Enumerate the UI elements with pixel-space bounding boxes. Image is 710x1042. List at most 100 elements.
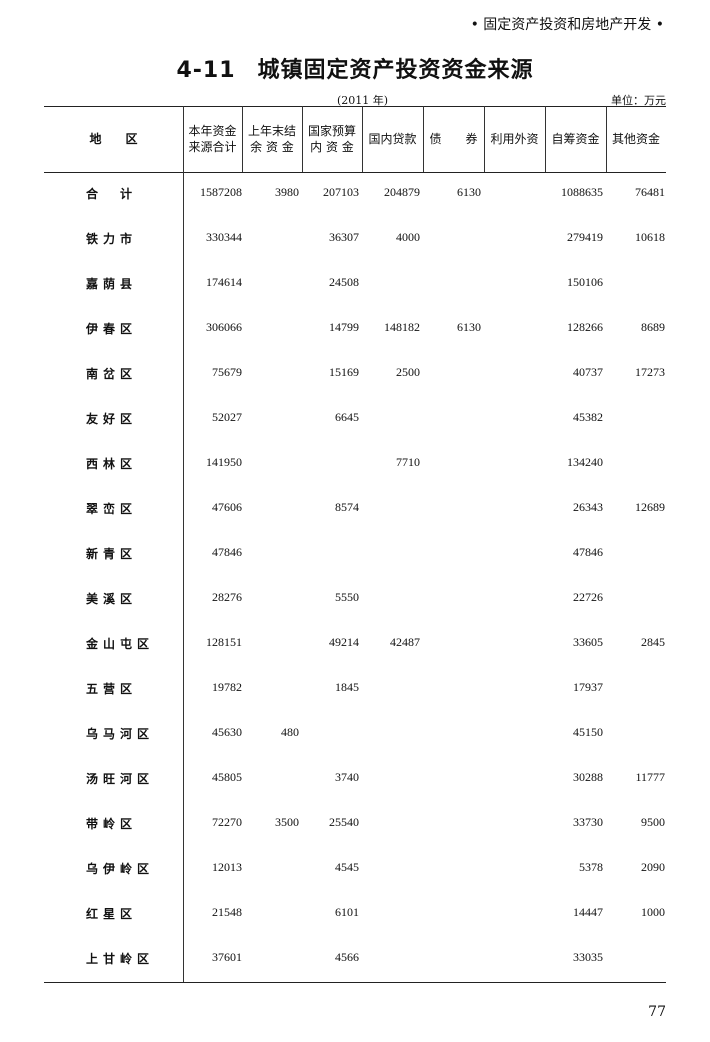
table-row: 嘉荫县 174614 24508 150106 (0, 275, 710, 295)
cell-value: 22726 (573, 590, 603, 604)
column-divider (484, 106, 485, 172)
table-row: 上甘岭区 37601 4566 33035 (0, 950, 710, 970)
cell-value: 3980 (275, 185, 299, 199)
column-divider (183, 106, 184, 982)
cell-value: 33035 (573, 950, 603, 964)
cell-value: 42487 (390, 635, 420, 649)
region-name: 乌伊岭区 (86, 862, 155, 876)
table-number: 4-11 (176, 58, 236, 83)
cell-value: 6645 (335, 410, 359, 424)
column-header: 自筹资金 (551, 132, 600, 146)
cell-value: 12013 (212, 860, 242, 874)
cell-value: 1088635 (561, 185, 603, 199)
table-row: 美溪区 28276 5550 22726 (0, 590, 710, 610)
cell-value: 33730 (573, 815, 603, 829)
cell-value: 15169 (329, 365, 359, 379)
cell-value: 204879 (384, 185, 420, 199)
table-row: 铁力市 330344 36307 4000 279419 10618 (0, 230, 710, 250)
cell-value: 3500 (275, 815, 299, 829)
year-note: (2011 年) (337, 94, 389, 107)
cell-value: 40737 (573, 365, 603, 379)
cell-value: 21548 (212, 905, 242, 919)
cell-value: 12689 (635, 500, 665, 514)
cell-value: 5378 (579, 860, 603, 874)
cell-value: 45805 (212, 770, 242, 784)
table-row: 西林区 141950 7710 134240 (0, 455, 710, 475)
table-row: 五营区 19782 1845 17937 (0, 680, 710, 700)
table-row: 友好区 52027 6645 45382 (0, 410, 710, 430)
header-bottom-rule (44, 172, 666, 173)
column-header: 地 区 (89, 132, 138, 146)
cell-value: 28276 (212, 590, 242, 604)
column-header: 国家预算 内 资 金 (307, 124, 356, 154)
table-row: 汤旺河区 45805 3740 30288 11777 (0, 770, 710, 790)
table-row: 南岔区 75679 15169 2500 40737 17273 (0, 365, 710, 385)
region-name: 伊春区 (86, 322, 138, 336)
cell-value: 6101 (335, 905, 359, 919)
cell-value: 128151 (206, 635, 242, 649)
cell-value: 10618 (635, 230, 665, 244)
region-name: 红星区 (86, 907, 138, 921)
cell-value: 75679 (212, 365, 242, 379)
region-name: 翠峦区 (86, 502, 138, 516)
cell-value: 37601 (212, 950, 242, 964)
table-title: 4-11 城镇固定资产投资资金来源 (0, 52, 710, 84)
column-header: 国内贷款 (368, 132, 417, 146)
region-name: 西林区 (86, 457, 138, 471)
cell-value: 330344 (206, 230, 242, 244)
cell-value: 150106 (567, 275, 603, 289)
cell-value: 3740 (335, 770, 359, 784)
cell-value: 17937 (573, 680, 603, 694)
column-header: 债 券 (429, 132, 478, 146)
region-name: 友好区 (86, 412, 138, 426)
cell-value: 4000 (396, 230, 420, 244)
column-divider (302, 106, 303, 172)
table-row: 翠峦区 47606 8574 26343 12689 (0, 500, 710, 520)
column-header: 本年资金 来源合计 (188, 124, 237, 154)
cell-value: 49214 (329, 635, 359, 649)
cell-value: 17273 (635, 365, 665, 379)
table-row: 乌伊岭区 12013 4545 5378 2090 (0, 860, 710, 880)
cell-value: 72270 (212, 815, 242, 829)
cell-value: 148182 (384, 320, 420, 334)
table-row: 伊春区 306066 14799 148182 6130 128266 8689 (0, 320, 710, 340)
cell-value: 36307 (329, 230, 359, 244)
table-bottom-rule (44, 982, 666, 983)
cell-value: 52027 (212, 410, 242, 424)
cell-value: 6130 (457, 320, 481, 334)
cell-value: 14799 (329, 320, 359, 334)
column-divider (606, 106, 607, 172)
cell-value: 30288 (573, 770, 603, 784)
cell-value: 2500 (396, 365, 420, 379)
cell-value: 19782 (212, 680, 242, 694)
cell-value: 174614 (206, 275, 242, 289)
table-row: 金山屯区 128151 49214 42487 33605 2845 (0, 635, 710, 655)
running-header: • 固定资产投资和房地产开发 • (470, 17, 664, 33)
table-row: 带岭区 72270 3500 25540 33730 9500 (0, 815, 710, 835)
cell-value: 207103 (323, 185, 359, 199)
cell-value: 7710 (396, 455, 420, 469)
region-name: 南岔区 (86, 367, 138, 381)
region-name: 带岭区 (86, 817, 138, 831)
column-header: 上年末结 余 资 金 (247, 124, 296, 154)
region-name: 上甘岭区 (86, 952, 155, 966)
cell-value: 47606 (212, 500, 242, 514)
cell-value: 4545 (335, 860, 359, 874)
column-divider (423, 106, 424, 172)
cell-value: 9500 (641, 815, 665, 829)
cell-value: 6130 (457, 185, 481, 199)
cell-value: 1845 (335, 680, 359, 694)
cell-value: 5550 (335, 590, 359, 604)
region-name: 铁力市 (86, 232, 138, 246)
table-row: 新青区 47846 47846 (0, 545, 710, 565)
table-row: 红星区 21548 6101 14447 1000 (0, 905, 710, 925)
cell-value: 76481 (635, 185, 665, 199)
cell-value: 279419 (567, 230, 603, 244)
region-name: 乌马河区 (86, 727, 155, 741)
cell-value: 8574 (335, 500, 359, 514)
region-name: 汤旺河区 (86, 772, 155, 786)
region-name: 五营区 (86, 682, 138, 696)
column-divider (545, 106, 546, 172)
cell-value: 14447 (573, 905, 603, 919)
cell-value: 134240 (567, 455, 603, 469)
